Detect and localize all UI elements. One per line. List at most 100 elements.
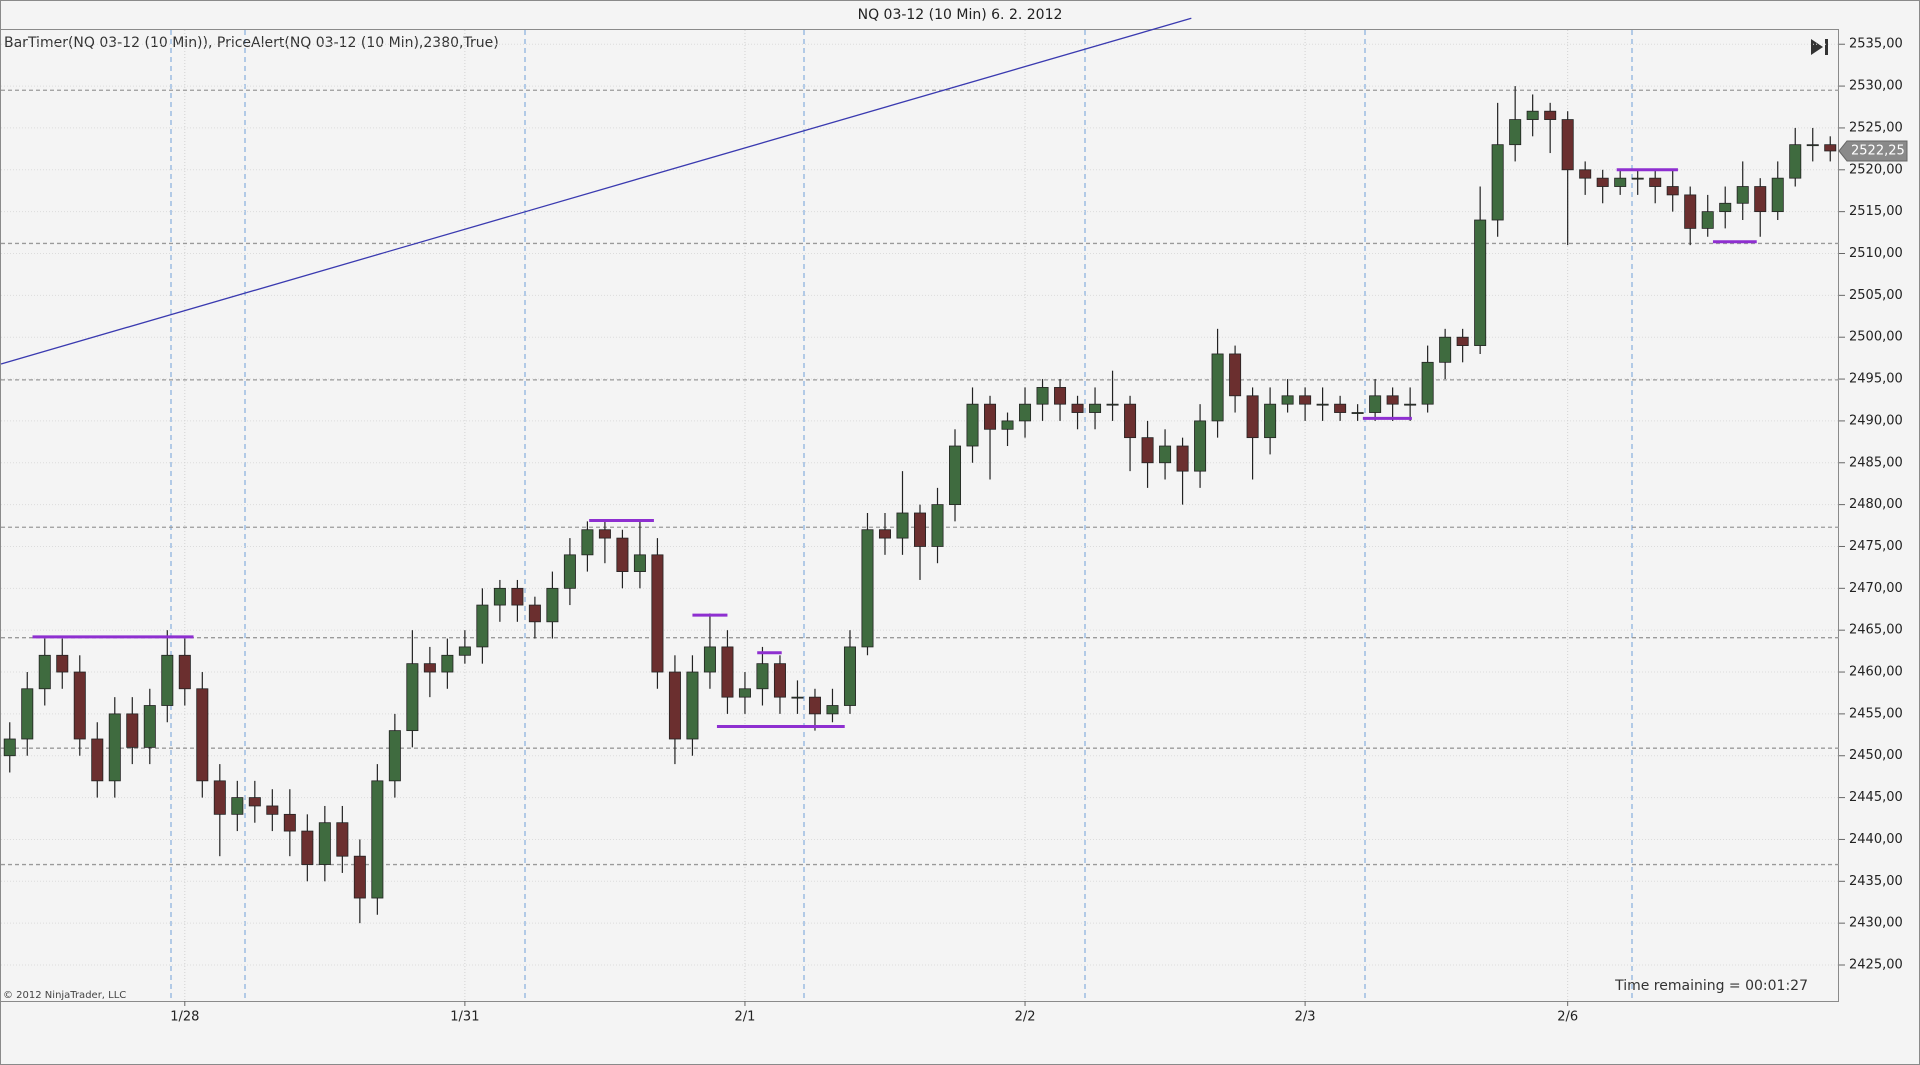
- candle-body: [1474, 219, 1487, 346]
- x-tick-label: 1/31: [450, 1010, 479, 1025]
- y-tick-label: 2520,00: [1849, 162, 1903, 177]
- candle-body: [1229, 353, 1242, 397]
- candle-body: [91, 738, 104, 782]
- y-tick-label: 2430,00: [1849, 916, 1903, 931]
- candle-body: [773, 663, 786, 698]
- y-tick-label: 2455,00: [1849, 706, 1903, 721]
- candle-body: [949, 445, 962, 506]
- candle-body: [651, 554, 664, 673]
- y-tick-label: 2515,00: [1849, 204, 1903, 219]
- candle-body: [756, 663, 769, 690]
- y-tick-label: 2480,00: [1849, 497, 1903, 512]
- candle-body: [213, 780, 226, 815]
- candle-body: [73, 671, 86, 740]
- candle-body: [1771, 177, 1784, 213]
- candle-body: [301, 830, 314, 865]
- candle-body: [1404, 403, 1417, 406]
- candle-body: [161, 654, 174, 706]
- candle-body: [266, 805, 279, 815]
- candle-body: [808, 696, 821, 715]
- candle-body: [1036, 387, 1049, 405]
- candle-body: [1561, 119, 1574, 171]
- last-price-label: 2522,25: [1851, 143, 1905, 158]
- candle-body: [511, 587, 524, 606]
- candle-body: [406, 663, 419, 732]
- candle-body: [1089, 403, 1102, 413]
- candle-body: [738, 688, 751, 698]
- candle-body: [248, 797, 261, 807]
- candle-body: [423, 663, 436, 673]
- candle-body: [1019, 403, 1032, 422]
- candle-body: [1351, 412, 1364, 414]
- indicator-label: BarTimer(NQ 03-12 (10 Min)), PriceAlert(…: [4, 35, 499, 51]
- candle-body: [843, 646, 856, 706]
- candle-body: [353, 855, 366, 899]
- candle-body: [1789, 144, 1802, 179]
- y-tick-label: 2425,00: [1849, 958, 1903, 973]
- y-tick-label: 2500,00: [1849, 330, 1903, 345]
- candle-body: [686, 671, 699, 740]
- candle-body: [826, 705, 839, 715]
- candle-body: [388, 730, 401, 782]
- candle-body: [1106, 403, 1119, 406]
- candle-body: [1264, 403, 1277, 439]
- play-icon[interactable]: [1811, 39, 1823, 55]
- candle-body: [1544, 110, 1557, 120]
- candle-body: [3, 738, 16, 757]
- candle-body: [1369, 395, 1382, 413]
- candle-body: [1176, 445, 1189, 472]
- y-tick-label: 2465,00: [1849, 623, 1903, 638]
- candle-body: [896, 512, 909, 539]
- candle-body: [668, 671, 681, 740]
- candle-body: [721, 646, 734, 698]
- candle-body: [178, 654, 191, 690]
- y-tick-label: 2530,00: [1849, 79, 1903, 94]
- candle-body: [1386, 395, 1399, 405]
- candle-body: [441, 654, 454, 673]
- y-tick-label: 2535,00: [1849, 37, 1903, 52]
- candle-body: [476, 604, 489, 648]
- play-button[interactable]: [1811, 39, 1828, 55]
- candle-body: [1614, 177, 1627, 187]
- candle-body: [1754, 186, 1767, 213]
- candle-body: [616, 537, 629, 572]
- copyright: © 2012 NinjaTrader, LLC: [3, 990, 126, 1001]
- candle-body: [1736, 186, 1749, 204]
- candle-body: [528, 604, 541, 623]
- y-tick-label: 2450,00: [1849, 748, 1903, 763]
- candle-body: [1824, 144, 1837, 152]
- candle-body: [1334, 403, 1347, 413]
- candle-body: [1001, 420, 1014, 430]
- candle-body: [791, 696, 804, 699]
- play-icon-bar[interactable]: [1825, 39, 1828, 55]
- y-tick-label: 2475,00: [1849, 539, 1903, 554]
- y-tick-label: 2440,00: [1849, 832, 1903, 847]
- y-tick-label: 2485,00: [1849, 455, 1903, 470]
- candle-body: [931, 504, 944, 547]
- candle-body: [1439, 336, 1452, 363]
- y-tick-label: 2445,00: [1849, 790, 1903, 805]
- candle-body: [231, 797, 244, 815]
- last-price-marker: [1838, 140, 1908, 162]
- candle-body: [108, 713, 121, 782]
- trend-line: [0, 17, 1192, 365]
- candle-body: [878, 529, 891, 539]
- candle-body: [1211, 353, 1224, 422]
- x-tick-label: 2/6: [1557, 1010, 1578, 1025]
- candle-body: [371, 780, 384, 899]
- candle-body: [1299, 395, 1312, 405]
- chart-title: NQ 03-12 (10 Min) 6. 2. 2012: [858, 7, 1063, 23]
- candle-body: [1666, 186, 1679, 196]
- candle-body: [1246, 395, 1259, 439]
- candle-body: [1141, 437, 1154, 464]
- x-tick-label: 2/3: [1295, 1010, 1316, 1025]
- candle-body: [546, 587, 559, 623]
- y-tick-label: 2490,00: [1849, 413, 1903, 428]
- candle-body: [913, 512, 927, 547]
- timer: Time remaining = 00:01:27: [1614, 978, 1808, 994]
- candle-body: [966, 403, 979, 447]
- candle-body: [1509, 119, 1522, 146]
- candle-body: [1071, 403, 1084, 413]
